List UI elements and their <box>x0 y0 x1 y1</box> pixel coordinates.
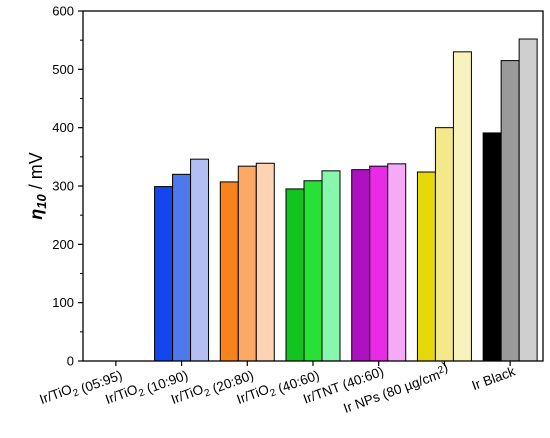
y-axis-label-subscript: 10 <box>34 194 49 209</box>
y-tick-label-100: 100 <box>52 295 74 310</box>
bar-g1-s0 <box>154 186 174 362</box>
y-tick-label-300: 300 <box>52 179 74 194</box>
y-tick-label-200: 200 <box>52 237 74 252</box>
bar-g5-s0 <box>416 171 436 362</box>
y-axis-label-unit: / mV <box>26 152 46 194</box>
bar-g1-s2 <box>190 158 210 362</box>
bar-g2-s0 <box>219 181 239 362</box>
bar-g5-s1 <box>434 127 454 362</box>
y-axis: 0 100 200 300 400 500 600 <box>52 4 83 369</box>
bar-g4-s0 <box>351 169 371 362</box>
y-tick-label-400: 400 <box>52 120 74 135</box>
y-axis-label-symbol: η <box>26 209 46 220</box>
y-tick-label-0: 0 <box>67 354 74 369</box>
y-tick-label-600: 600 <box>52 4 74 19</box>
x-tick-label-6: Ir Black <box>470 364 518 394</box>
bar-g6-s2 <box>518 38 538 362</box>
bar-g4-s1 <box>369 165 389 362</box>
bar-g2-s1 <box>237 165 257 362</box>
bar-g6-s1 <box>500 60 520 362</box>
bar-g3-s1 <box>303 180 323 362</box>
bar-g3-s0 <box>285 188 305 362</box>
bars-layer <box>154 38 538 362</box>
bar-g6-s0 <box>482 132 502 362</box>
bar-g5-s2 <box>452 51 472 362</box>
bar-g1-s1 <box>172 173 192 362</box>
y-tick-label-500: 500 <box>52 62 74 77</box>
bar-g2-s2 <box>255 162 275 362</box>
y-axis-label: η10 / mV <box>26 152 49 219</box>
bar-g4-s2 <box>387 163 407 362</box>
x-axis: Ir/TiO2 (05:95)Ir/TiO2 (10:90)Ir/TiO2 (2… <box>38 359 518 416</box>
bar-g3-s2 <box>321 170 341 362</box>
